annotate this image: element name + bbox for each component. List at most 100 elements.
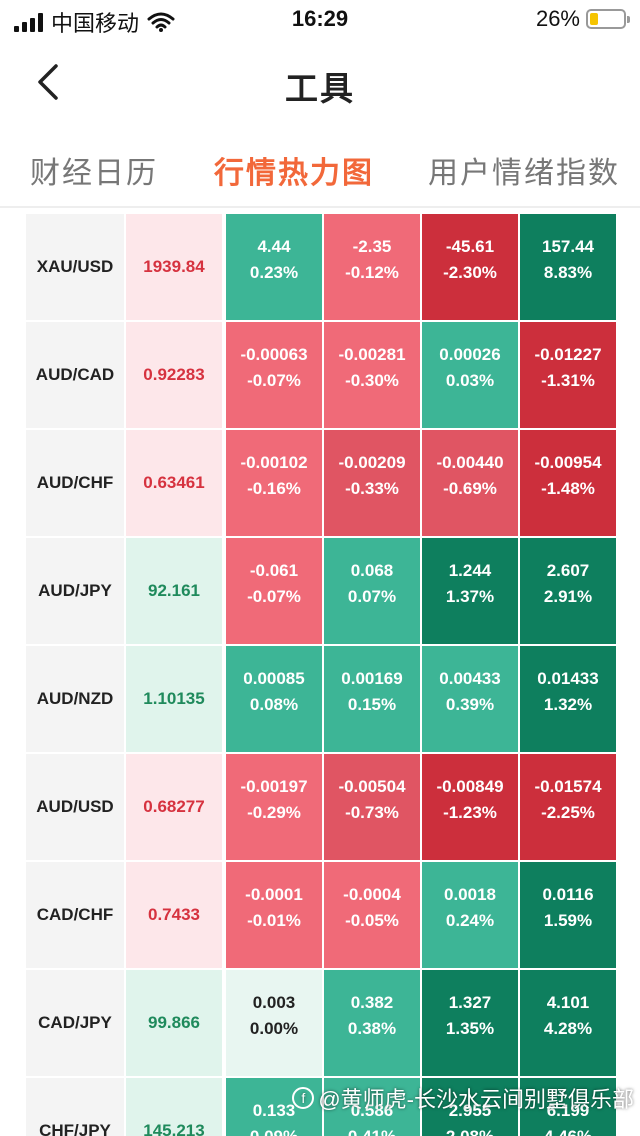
heatmap-cell[interactable]: -0.00504 -0.73% [324, 754, 420, 860]
pair-label: XAU/USD [26, 214, 124, 320]
price-value: 0.7433 [126, 862, 222, 968]
change-percent: 0.41% [324, 1124, 420, 1136]
heatmap-cell[interactable]: -0.0001 -0.01% [226, 862, 322, 968]
change-percent: 4.46% [520, 1124, 616, 1136]
heatmap-cell[interactable]: 4.44 0.23% [226, 214, 322, 320]
heatmap-cell[interactable]: -0.00440 -0.69% [422, 430, 518, 536]
heatmap-cell[interactable]: -0.0004 -0.05% [324, 862, 420, 968]
change-percent: -0.16% [247, 479, 301, 498]
heatmap-cell[interactable]: -0.01574 -2.25% [520, 754, 616, 860]
change-value: 0.003 [252, 993, 296, 1012]
table-row[interactable]: CAD/CHF 0.7433 -0.0001 -0.01% -0.0004 -0.05% 0… [26, 862, 618, 968]
signal-icon [14, 12, 43, 32]
change-percent: -0.29% [247, 803, 301, 822]
price-value: 0.68277 [126, 754, 222, 860]
heatmap-cell[interactable]: 1.244 1.37% [422, 538, 518, 644]
heatmap-cell[interactable]: -45.61 -2.30% [422, 214, 518, 320]
heatmap-cell[interactable]: -0.01227 -1.31% [520, 322, 616, 428]
pair-label: AUD/CHF [26, 430, 124, 536]
table-row[interactable]: AUD/JPY 92.161 -0.061 -0.07% 0.068 0.07% 1.244… [26, 538, 618, 644]
weibo-icon: f [292, 1087, 315, 1109]
heatmap-cell[interactable]: 0.068 0.07% [324, 538, 420, 644]
tab-market-heatmap[interactable]: 行情热力图 [214, 157, 374, 190]
heatmap-cell[interactable]: -0.00063 -0.07% [226, 322, 322, 428]
price-value: 1.10135 [126, 646, 222, 752]
change-value: 2.955 [448, 1101, 492, 1120]
change-percent: 0.23% [249, 263, 299, 282]
change-value: 157.44 [542, 237, 594, 256]
change-value: -0.0001 [245, 885, 303, 904]
chevron-left-icon[interactable] [30, 62, 70, 102]
heatmap-cell[interactable]: -0.00954 -1.48% [520, 430, 616, 536]
change-value: 0.586 [350, 1101, 394, 1120]
watermark-text: @黄师虎-长沙水云间别墅俱乐部 [318, 1087, 634, 1112]
heatmap-cell[interactable]: 2.955 2.08% [422, 1078, 518, 1136]
change-percent: -0.05% [345, 911, 399, 930]
price-value: 1939.84 [126, 214, 222, 320]
change-percent: 2.08% [422, 1124, 518, 1136]
change-value: 4.101 [546, 993, 590, 1012]
price-value: 0.63461 [126, 430, 222, 536]
tab-sentiment-index[interactable]: 用户情绪指数 [428, 157, 620, 190]
change-percent: 0.03% [445, 371, 495, 390]
heatmap-cell[interactable]: -0.00849 -1.23% [422, 754, 518, 860]
table-row[interactable]: AUD/CAD 0.92283 -0.00063 -0.07% -0.00281 -0.3… [26, 322, 618, 428]
heatmap-cell[interactable]: -2.35 -0.12% [324, 214, 420, 320]
change-percent: -0.01% [247, 911, 301, 930]
pair-label: CAD/CHF [26, 862, 124, 968]
change-value: 1.244 [448, 561, 492, 580]
wifi-icon [147, 12, 175, 32]
heatmap-cell[interactable]: 0.0116 1.59% [520, 862, 616, 968]
change-percent: 4.28% [543, 1019, 593, 1038]
change-value: 1.327 [448, 993, 492, 1012]
nav-bar: 工具 [0, 40, 640, 128]
heatmap-cell[interactable]: -0.00209 -0.33% [324, 430, 420, 536]
change-percent: -0.12% [345, 263, 399, 282]
watermark: f @黄师虎-长沙水云间别墅俱乐部 [292, 1082, 634, 1114]
heatmap-cell[interactable]: -0.00197 -0.29% [226, 754, 322, 860]
heatmap-cell[interactable]: 0.01433 1.32% [520, 646, 616, 752]
change-percent: -0.30% [345, 371, 399, 390]
heatmap-cell[interactable]: 0.382 0.38% [324, 970, 420, 1076]
heatmap-cell[interactable]: 2.607 2.91% [520, 538, 616, 644]
heatmap-cell[interactable]: 0.0018 0.24% [422, 862, 518, 968]
pair-label: AUD/USD [26, 754, 124, 860]
change-percent: -1.31% [541, 371, 595, 390]
heatmap-cell[interactable]: 0.00433 0.39% [422, 646, 518, 752]
heatmap-cell[interactable]: 0.00169 0.15% [324, 646, 420, 752]
change-value: 0.0018 [444, 885, 496, 904]
table-row[interactable]: XAU/USD 1939.84 4.44 0.23% -2.35 -0.12% -45.61… [26, 214, 618, 320]
change-value: 0.0116 [542, 885, 594, 904]
heatmap-cell[interactable]: -0.061 -0.07% [226, 538, 322, 644]
heatmap-cell[interactable]: -0.00281 -0.30% [324, 322, 420, 428]
table-row[interactable]: AUD/USD 0.68277 -0.00197 -0.29% -0.00504 -0.7… [26, 754, 618, 860]
pair-label: AUD/NZD [26, 646, 124, 752]
table-row[interactable]: AUD/CHF 0.63461 -0.00102 -0.16% -0.00209 -0.3… [26, 430, 618, 536]
table-row[interactable]: CAD/JPY 99.866 0.003 0.00% 0.382 0.38% 1.327 1.… [26, 970, 618, 1076]
pair-label: CAD/JPY [26, 970, 124, 1076]
heatmap-cell[interactable]: 0.586 0.41% [324, 1078, 420, 1136]
change-percent: 1.32% [543, 695, 593, 714]
table-row[interactable]: AUD/NZD 1.10135 0.00085 0.08% 0.00169 0.15% 0.… [26, 646, 618, 752]
heatmap-cell[interactable]: 0.003 0.00% [226, 970, 322, 1076]
change-percent: 0.08% [249, 695, 299, 714]
heatmap-cell[interactable]: -0.00102 -0.16% [226, 430, 322, 536]
price-value: 145.213 [126, 1078, 222, 1136]
pair-label: AUD/CAD [26, 322, 124, 428]
change-value: -0.00281 [338, 345, 406, 364]
carrier-name: 中国移动 [51, 11, 140, 36]
change-value: -0.01227 [534, 345, 602, 364]
heatmap-cell[interactable]: 1.327 1.35% [422, 970, 518, 1076]
change-value: 0.068 [350, 561, 394, 580]
heatmap-cell[interactable]: 0.00085 0.08% [226, 646, 322, 752]
change-percent: 0.38% [347, 1019, 397, 1038]
change-value: -0.00197 [240, 777, 308, 796]
heatmap-cell[interactable]: 6.199 4.46% [520, 1078, 616, 1136]
heatmap-cell[interactable]: 0.00026 0.03% [422, 322, 518, 428]
tab-economic-calendar[interactable]: 财经日历 [30, 157, 158, 190]
tab-bar: 财经日历 行情热力图 用户情绪指数 [0, 128, 640, 208]
heatmap-cell[interactable]: 157.44 8.83% [520, 214, 616, 320]
heatmap-grid: XAU/USD 1939.84 4.44 0.23% -2.35 -0.12% -45.61… [26, 210, 618, 1136]
change-percent: 0.00% [249, 1019, 299, 1038]
heatmap-cell[interactable]: 4.101 4.28% [520, 970, 616, 1076]
